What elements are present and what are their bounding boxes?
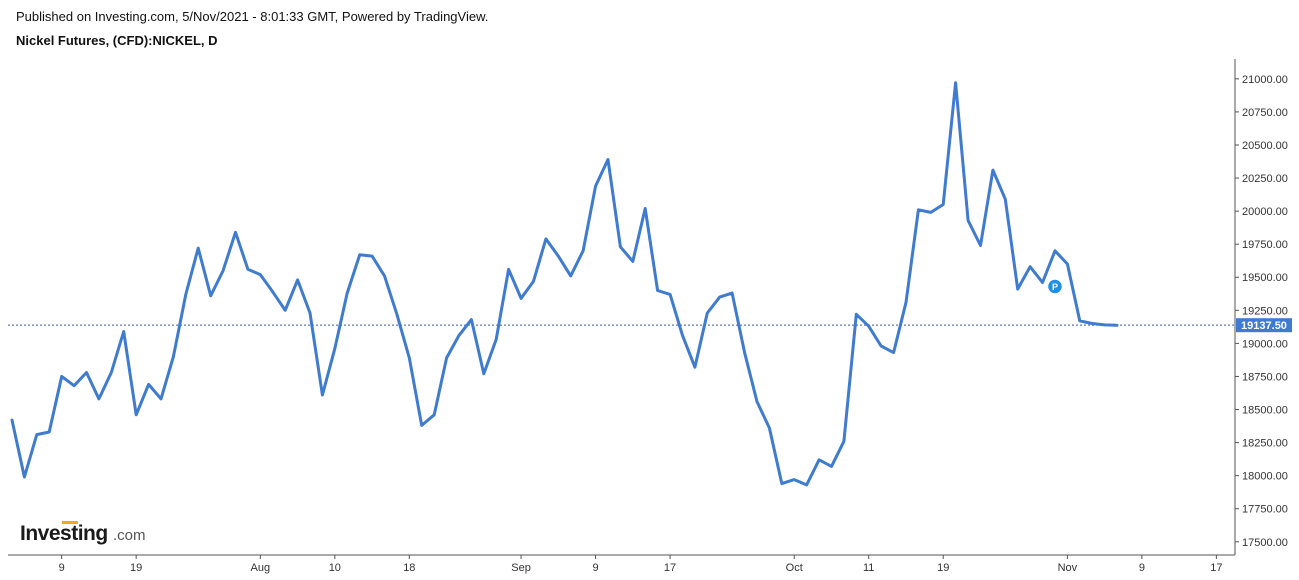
- logo-domain: .com: [113, 527, 146, 544]
- logo-wordmark: Investing: [20, 522, 108, 545]
- time-tick-label: 19: [130, 562, 142, 574]
- time-tick-label: 19: [937, 562, 949, 574]
- last-price-badge: 19137.50: [1236, 318, 1292, 333]
- price-tick-label: 19500.00: [1242, 272, 1288, 284]
- price-tick-label: 18250.00: [1242, 438, 1288, 450]
- time-tick-label: 11: [863, 562, 874, 574]
- time-tick-label: 17: [1210, 562, 1222, 574]
- time-axis: 9 19 Aug 10 18 Sep 9 17 Oct 11 19 Nov 9 17: [59, 555, 1223, 574]
- price-tick-label: 21000.00: [1242, 74, 1288, 86]
- marker-label: P: [1052, 282, 1058, 292]
- logo-underline: [62, 521, 78, 524]
- price-tick-label: 17500.00: [1242, 537, 1288, 549]
- time-tick-label: 9: [59, 562, 65, 574]
- price-series-line[interactable]: [10, 81, 1119, 487]
- time-tick-label: 9: [593, 562, 599, 574]
- investing-logo: Investing .com: [20, 521, 146, 545]
- price-axis: 17500.00 17750.00 18000.00 18250.00 18500.00…: [1235, 74, 1288, 549]
- price-tick-label: 20250.00: [1242, 173, 1288, 185]
- time-tick-label: Sep: [511, 562, 531, 574]
- price-tick-label: 18000.00: [1242, 471, 1288, 483]
- published-caption: Published on Investing.com, 5/Nov/2021 -…: [16, 9, 489, 24]
- price-tick-label: 19750.00: [1242, 239, 1288, 251]
- price-tick-label: 19000.00: [1242, 338, 1288, 350]
- time-tick-label: 17: [664, 562, 676, 574]
- price-tick-label: 17750.00: [1242, 504, 1288, 516]
- price-tick-label: 19250.00: [1242, 305, 1288, 317]
- time-tick-label: Oct: [786, 562, 803, 574]
- price-tick-label: 18500.00: [1242, 405, 1288, 417]
- projection-marker[interactable]: P: [1046, 278, 1064, 295]
- time-tick-label: 18: [403, 562, 415, 574]
- last-price-label: 19137.50: [1241, 320, 1287, 332]
- price-tick-label: 20750.00: [1242, 107, 1288, 119]
- time-tick-label: 10: [329, 562, 341, 574]
- chart-title: Nickel Futures, (CFD):NICKEL, D: [16, 33, 218, 48]
- time-tick-label: Aug: [251, 562, 271, 574]
- time-tick-label: 9: [1139, 562, 1145, 574]
- price-tick-label: 18750.00: [1242, 371, 1288, 383]
- price-tick-label: 20000.00: [1242, 206, 1288, 218]
- time-tick-label: Nov: [1058, 562, 1078, 574]
- price-tick-label: 20500.00: [1242, 140, 1288, 152]
